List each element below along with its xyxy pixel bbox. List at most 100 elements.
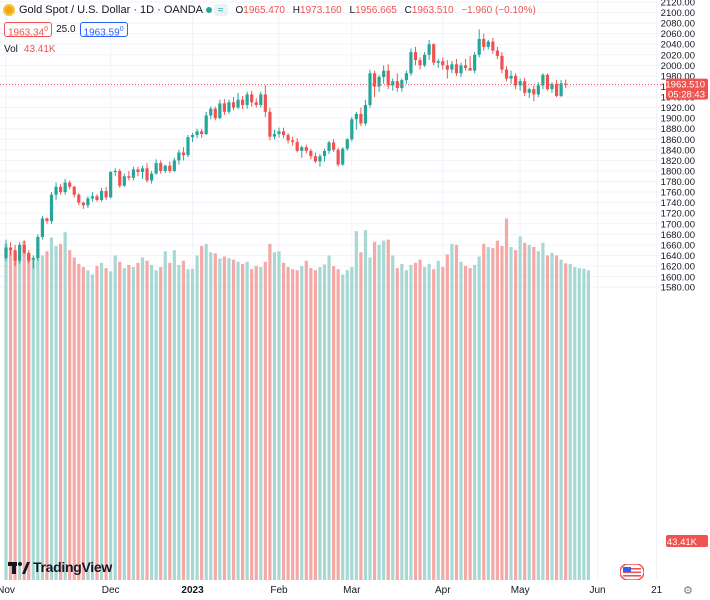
- volume-bar: [90, 274, 95, 580]
- toggle-compare-button[interactable]: ≈: [214, 4, 228, 16]
- volume-bar: [127, 264, 131, 580]
- volume-bar: [436, 260, 440, 580]
- volume-bar: [573, 267, 577, 580]
- candle-body: [318, 156, 322, 162]
- price-tick-label: 1620.00: [661, 262, 695, 273]
- volume-bar: [295, 270, 299, 580]
- chart-header: Gold Spot / U.S. Dollar · 1D · OANDA ≈ O…: [0, 0, 536, 20]
- candle-body: [304, 147, 308, 151]
- price-tick-label: 1760.00: [661, 188, 695, 199]
- volume-bar: [509, 246, 513, 580]
- volume-bar: [263, 261, 267, 580]
- volume-bar: [541, 242, 545, 580]
- volume-bar: [559, 259, 563, 580]
- volume-bar: [59, 243, 63, 580]
- volume-bar: [31, 257, 35, 580]
- candle-body: [95, 196, 99, 200]
- volume-bar: [250, 269, 254, 580]
- gear-icon[interactable]: ⚙: [683, 585, 693, 597]
- candle-body: [209, 108, 213, 116]
- last-price-tag: [666, 78, 708, 100]
- candle-body: [231, 102, 236, 108]
- volume-bar: [86, 270, 90, 580]
- volume-bar: [122, 268, 126, 580]
- volume-bar: [418, 259, 422, 580]
- candle-body: [31, 258, 35, 260]
- volume-bar: [63, 232, 67, 580]
- candle-body: [395, 81, 399, 89]
- candle-body: [477, 38, 481, 55]
- volume-bar: [177, 264, 181, 580]
- volume-bar: [313, 270, 317, 580]
- candle-body: [163, 165, 167, 171]
- candle-body: [482, 38, 486, 47]
- volume-bar: [473, 264, 477, 580]
- candle-body: [195, 131, 199, 136]
- price-tick-label: 1600.00: [661, 273, 695, 284]
- volume-bar: [209, 252, 213, 580]
- candle-body: [118, 170, 122, 186]
- candle-body: [241, 99, 245, 105]
- candle-body: [77, 194, 81, 203]
- candle-body: [150, 173, 154, 181]
- us-flag-icon: [620, 564, 644, 580]
- volume-legend[interactable]: Vol 43.41K: [4, 44, 56, 55]
- candle-body: [541, 74, 545, 86]
- candle-body: [545, 74, 550, 90]
- volume-bar: [350, 267, 354, 580]
- candle-body: [550, 83, 554, 90]
- volume-bar: [54, 245, 58, 580]
- gold-coin-icon: [3, 4, 15, 16]
- time-axis[interactable]: Nov Dec 2023 Feb Mar Apr May Jun 21: [0, 585, 663, 596]
- candle-body: [327, 142, 331, 151]
- candle-body: [509, 75, 513, 79]
- sell-button[interactable]: 1963.340: [4, 22, 53, 38]
- volume-bar: [140, 257, 145, 580]
- volume-bar: [568, 263, 572, 580]
- spread-value: 25.0: [56, 24, 76, 35]
- candle-body: [45, 218, 49, 222]
- volume-bar: [359, 252, 363, 580]
- candle-body: [263, 94, 267, 112]
- brand-name: TradingView: [33, 559, 112, 575]
- volume-bar: [22, 240, 26, 580]
- last-price-value: 1963.510: [665, 80, 705, 91]
- volume-bar: [218, 258, 222, 580]
- volume-bar: [172, 250, 176, 580]
- volume-bar: [459, 261, 463, 580]
- volume-bar: [113, 255, 117, 580]
- candle-body: [54, 186, 58, 195]
- volume-bar: [281, 262, 286, 580]
- candle-body: [113, 170, 117, 173]
- volume-bar: [200, 245, 204, 580]
- candle-body: [81, 202, 85, 206]
- candle-body: [423, 54, 427, 66]
- buy-button[interactable]: 1963.590: [79, 22, 128, 38]
- candle-body: [122, 176, 126, 186]
- volume-bar: [68, 250, 72, 580]
- volume-bar: [27, 254, 31, 580]
- candle-body: [204, 115, 208, 134]
- open-value: 1965.470: [243, 4, 285, 16]
- symbol-title[interactable]: Gold Spot / U.S. Dollar · 1D · OANDA: [19, 4, 203, 16]
- volume-bar: [445, 254, 449, 580]
- volume-bar: [277, 251, 281, 580]
- candle-body: [99, 191, 104, 200]
- price-tick-label: 1780.00: [661, 177, 695, 188]
- volume-bar: [109, 271, 113, 580]
- price-tick-label: 1840.00: [661, 145, 695, 156]
- volume-bar: [4, 243, 8, 580]
- volume-bar: [386, 239, 390, 580]
- candle-body: [404, 73, 408, 81]
- candle-body: [413, 52, 418, 61]
- price-tick-label: 1720.00: [661, 209, 695, 220]
- price-axis[interactable]: 1580.00 1620.001640.001660.001680.001700.…: [661, 0, 695, 294]
- candle-body: [168, 165, 172, 171]
- candle-body: [63, 182, 67, 193]
- volume-bar: [195, 255, 199, 580]
- price-tick-label: 1700.00: [661, 219, 695, 230]
- candle-body: [172, 160, 176, 171]
- volume-bar: [13, 252, 17, 581]
- volume-bar: [554, 255, 559, 580]
